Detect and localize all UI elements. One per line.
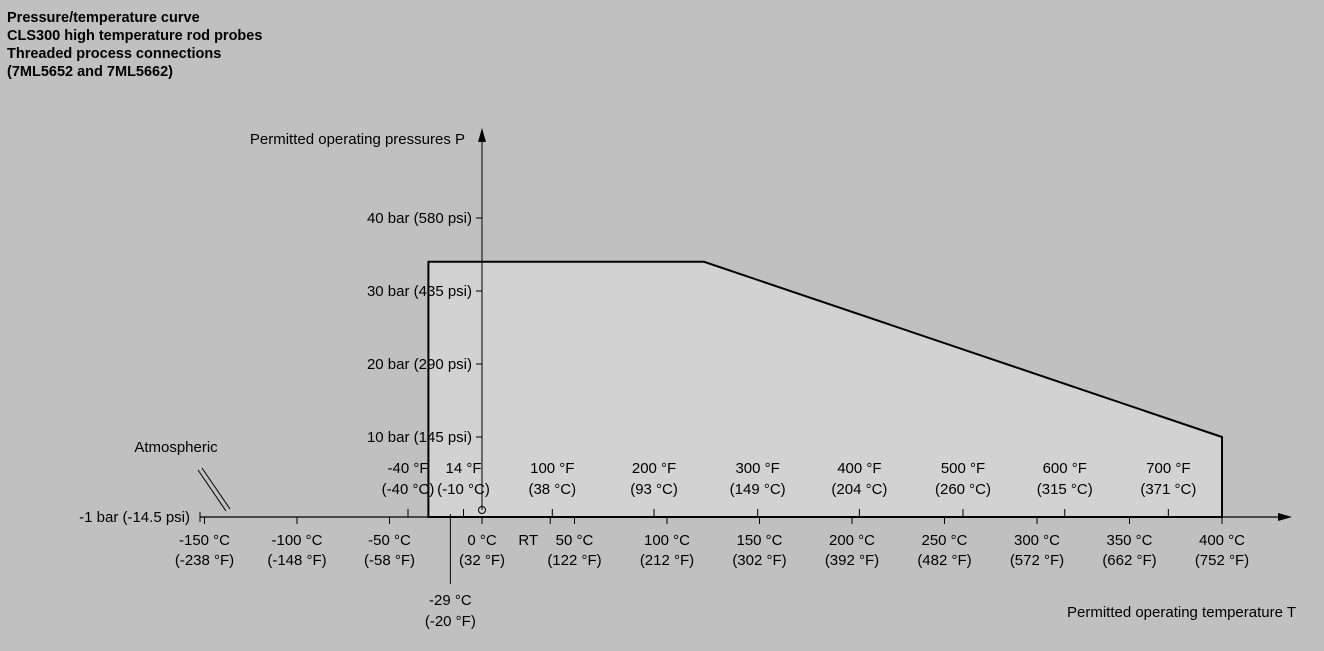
title-line-3: Threaded process connections [7,46,222,62]
x-tick-label-fahrenheit-equiv: (572 °F) [1010,552,1064,569]
x-tick-label-celsius: 150 °C [736,532,782,549]
x-tick-label-fahrenheit: 600 °F [1043,460,1087,477]
x-tick-label-fahrenheit-equiv: (662 °F) [1102,552,1156,569]
x-tick-label-celsius: 200 °C [829,532,875,549]
x-tick-label-fahrenheit: 500 °F [941,460,985,477]
rt-annotation: RT [518,532,538,549]
x-tick-label-celsius: 100 °C [644,532,690,549]
x-tick-label-celsius-equiv: (38 °C) [528,481,576,498]
x-tick-label-celsius-equiv: (-40 °C) [382,481,435,498]
x-tick-label-fahrenheit-equiv: (212 °F) [640,552,694,569]
y-tick-label: 20 bar (290 psi) [367,356,472,373]
atmospheric-annotation: Atmospheric [134,439,218,456]
y-axis-title: Permitted operating pressures P [250,131,465,148]
x-tick-label-celsius: -150 °C [179,532,230,549]
x-tick-label-fahrenheit-equiv: (392 °F) [825,552,879,569]
x-tick-label-celsius-equiv: (315 °C) [1037,481,1093,498]
y-tick-label: 10 bar (145 psi) [367,429,472,446]
x-tick-label-celsius-equiv: (260 °C) [935,481,991,498]
atmospheric-leader-line [197,469,227,512]
x-tick-label-fahrenheit: 400 °F [837,460,881,477]
x-tick-label-fahrenheit: 14 °F [445,460,481,477]
x-tick-label-celsius: 250 °C [921,532,967,549]
y-tick-label: 40 bar (580 psi) [367,210,472,227]
x-axis-title: Permitted operating temperature T [1067,604,1296,621]
y-tick-label: 30 bar (435 psi) [367,283,472,300]
x-tick-label-fahrenheit-equiv: (32 °F) [459,552,505,569]
title-line-1: Pressure/temperature curve [7,10,200,26]
x-tick-label-fahrenheit-equiv: (-148 °F) [267,552,326,569]
x-tick-label-celsius-equiv: (93 °C) [630,481,678,498]
x-tick-label-celsius: 350 °C [1106,532,1152,549]
x-tick-label-celsius: -100 °C [271,532,322,549]
title-line-4: (7ML5652 and 7ML5662) [7,64,174,80]
x-tick-label-fahrenheit: 300 °F [735,460,779,477]
x-tick-label-celsius-equiv: (204 °C) [831,481,887,498]
x-tick-label-fahrenheit-equiv: (-58 °F) [364,552,415,569]
y-axis-arrowhead [478,128,486,142]
x-tick-label-celsius: 300 °C [1014,532,1060,549]
x-tick-label-celsius: -50 °C [368,532,411,549]
x-tick-label-celsius: 50 °C [556,532,594,549]
x-tick-label-celsius: 0 °C [467,532,497,549]
x-tick-label-fahrenheit-equiv: (482 °F) [917,552,971,569]
permitted-region-area [427,260,1223,518]
x-tick-label-celsius-equiv: (149 °C) [730,481,786,498]
x-axis-arrowhead [1278,513,1292,521]
x-tick-label-fahrenheit-equiv: (752 °F) [1195,552,1249,569]
x-tick-label-fahrenheit-equiv: (122 °F) [547,552,601,569]
x-tick-label-fahrenheit: 700 °F [1146,460,1190,477]
x-tick-label-fahrenheit-equiv: (302 °F) [732,552,786,569]
chart-title-block: Pressure/temperature curve CLS300 high t… [7,9,262,81]
x-tick-label-fahrenheit-equiv: (-238 °F) [175,552,234,569]
min-temp-label-f: (-20 °F) [425,613,476,630]
x-tick-label-fahrenheit: -40 °F [387,460,428,477]
x-tick-label-fahrenheit: 200 °F [632,460,676,477]
title-line-2: CLS300 high temperature rod probes [7,28,263,44]
x-tick-label-fahrenheit: 100 °F [530,460,574,477]
y-tick-label: -1 bar (-14.5 psi) [79,509,190,526]
atmospheric-leader-line [201,467,231,510]
min-temp-label: -29 °C [429,592,472,609]
x-tick-label-celsius-equiv: (371 °C) [1140,481,1196,498]
x-tick-label-celsius: 400 °C [1199,532,1245,549]
x-tick-label-celsius-equiv: (-10 °C) [437,481,490,498]
origin-marker [478,506,486,514]
